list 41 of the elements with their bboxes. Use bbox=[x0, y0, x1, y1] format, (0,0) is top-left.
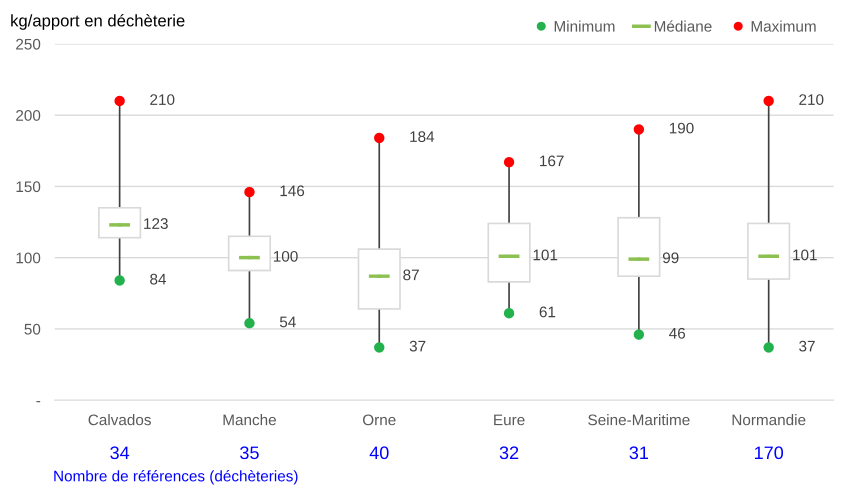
text: 31 bbox=[630, 446, 648, 460]
data-label: 37 bbox=[410, 340, 426, 352]
x-tick-label: Calvados bbox=[88, 414, 151, 426]
data-label: 46 bbox=[669, 328, 686, 339]
text: 40 bbox=[370, 446, 389, 460]
data-label: 99 bbox=[662, 252, 678, 264]
y-tick-label: 200 bbox=[16, 110, 40, 121]
data-label: 101 bbox=[534, 250, 558, 260]
text: 34 bbox=[110, 446, 130, 460]
y-tick-label: - bbox=[36, 401, 40, 402]
text: Nombre de références (déchèteries) bbox=[54, 470, 298, 484]
x-tick-label: Seine-Maritime bbox=[588, 414, 690, 426]
data-label: 210 bbox=[150, 94, 174, 106]
data-label: 146 bbox=[280, 185, 304, 196]
text: 35 bbox=[240, 446, 259, 460]
data-label: 100 bbox=[274, 250, 298, 262]
data-label: 54 bbox=[280, 316, 296, 328]
data-label: 87 bbox=[403, 269, 419, 280]
y-tick-label: 100 bbox=[16, 252, 40, 264]
y-tick-label: 250 bbox=[16, 38, 40, 50]
x-tick-label: Eure bbox=[494, 414, 525, 426]
y-axis-title: kg/apport en déchèterie bbox=[11, 14, 184, 30]
data-label: 210 bbox=[799, 94, 824, 106]
x-tick-label: Normandie bbox=[732, 414, 806, 426]
data-label: 190 bbox=[670, 122, 694, 134]
legend-label: Maximum bbox=[752, 20, 816, 32]
data-label: 123 bbox=[144, 218, 168, 229]
text: 170 bbox=[754, 446, 784, 460]
data-label: 167 bbox=[540, 155, 564, 166]
data-label: 61 bbox=[540, 306, 556, 318]
legend-label: Médiane bbox=[654, 20, 712, 32]
y-tick-label: 150 bbox=[16, 181, 40, 192]
y-tick-label: 50 bbox=[24, 324, 40, 335]
x-tick-label: Manche bbox=[224, 414, 276, 426]
data-label: 184 bbox=[410, 131, 434, 142]
x-tick-label: Orne bbox=[362, 414, 396, 426]
data-label: 37 bbox=[799, 340, 815, 352]
data-label: 84 bbox=[150, 274, 166, 285]
data-label: 101 bbox=[793, 250, 817, 260]
text: 32 bbox=[500, 446, 518, 460]
legend-label: Minimum bbox=[554, 20, 614, 32]
